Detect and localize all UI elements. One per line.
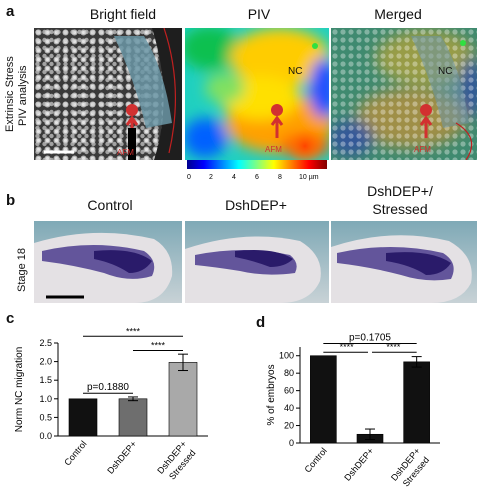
c-ylabel: Norm NC migration [14, 347, 25, 433]
chart-norm-nc-migration: 0.0 0.5 1.0 1.5 2.0 2.5 Norm NC migration Contr… [14, 326, 208, 482]
embryo-dshdep-stressed [331, 221, 477, 303]
afm-label-merged: AFM [414, 145, 431, 154]
d-xtick-label-1: DshDEP+ [342, 446, 375, 483]
d-ytick-label: 60 [284, 386, 294, 396]
title-piv: PIV [247, 6, 271, 22]
c-ytick-label: 1.0 [39, 394, 52, 404]
row-label-a2: PIV analysis [17, 65, 29, 126]
c-xtick-label-0: Control [62, 439, 88, 468]
afm-label-piv: AFM [265, 145, 282, 154]
c-ytick-label: 1.5 [39, 375, 52, 385]
c-ytick-label: 2.5 [39, 338, 52, 348]
title-dshdep: DshDEP+ [225, 197, 287, 213]
title-dshdep-stressed-1: DshDEP+/ [367, 183, 433, 199]
d-bar-0 [310, 355, 337, 444]
piv-heatmap: NC AFM [185, 28, 329, 160]
d-ytick-label: 40 [284, 403, 294, 413]
c-sig1-label: **** [126, 326, 141, 336]
c-xtick-label-1: DshDEP+ [105, 439, 138, 476]
embryo-control [34, 221, 182, 303]
title-control: Control [87, 197, 133, 213]
panel-a-letter: a [6, 3, 15, 20]
afm-label-bf: AFM [117, 148, 134, 157]
title-bright-field: Bright field [89, 6, 157, 22]
c-ytick-label: 2.0 [39, 357, 52, 367]
row-label-a1: Extrinsic Stress [4, 56, 16, 132]
d-bar-2 [403, 361, 430, 444]
nc-label-piv: NC [288, 66, 302, 77]
cbar-tick-0: 0 [187, 174, 191, 181]
c-ytick-label: 0.5 [39, 412, 52, 422]
merged-image: NC AFM [331, 28, 477, 160]
c-ytick-label: 0.0 [39, 431, 52, 441]
cbar-tick-4: 4 [232, 174, 236, 181]
bright-field-image: AFM [34, 28, 182, 160]
c-pvalue-label: p=0.1880 [87, 382, 129, 393]
colorbar: 0 2 4 6 8 10 µm [187, 160, 327, 181]
embryo-dshdep [185, 221, 329, 303]
c-bar-0 [68, 398, 98, 437]
nc-label-merged: NC [438, 66, 452, 77]
d-pvalue-label: p=0.1705 [349, 333, 391, 344]
cbar-tick-2: 2 [209, 174, 213, 181]
d-sig1-label: **** [340, 342, 355, 352]
d-ylabel: % of embryos [266, 364, 277, 425]
d-ytick-label: 20 [284, 421, 294, 431]
c-sig2-label: **** [151, 340, 166, 350]
panel-b-letter: b [6, 192, 16, 209]
c-bar-2 [168, 362, 198, 437]
d-xtick-label-0: Control [303, 446, 329, 475]
d-ytick-label: 100 [279, 351, 294, 361]
cbar-tick-8: 8 [278, 174, 282, 181]
cbar-tick-6: 6 [255, 174, 259, 181]
title-merged: Merged [374, 6, 422, 22]
d-ytick-label: 0 [289, 438, 294, 448]
cbar-tick-10: 10 µm [299, 174, 319, 181]
c-bar-1 [118, 398, 148, 437]
d-ytick-label: 80 [284, 368, 294, 378]
row-label-b: Stage 18 [16, 247, 28, 292]
title-dshdep-stressed-2: Stressed [372, 201, 428, 217]
panel-d-letter: d [256, 314, 266, 331]
panel-c-letter: c [6, 310, 15, 327]
d-sig2-label: **** [386, 342, 401, 352]
nc-region-overlay [114, 36, 172, 128]
